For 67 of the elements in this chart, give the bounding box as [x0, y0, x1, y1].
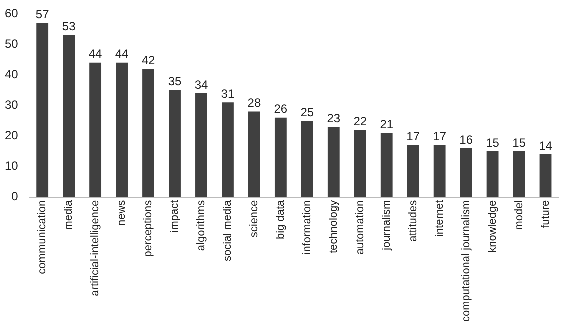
x-tick-label: model: [513, 200, 526, 230]
x-tick-label: internet: [434, 200, 446, 238]
data-label: 44: [115, 47, 130, 62]
x-tick-label: artificial-intelligence: [90, 200, 102, 296]
y-tick-label: 30: [4, 98, 19, 112]
data-label: 15: [512, 136, 526, 150]
bar: [248, 112, 260, 198]
x-tick-label: media: [63, 199, 76, 230]
x-tick-label: attitudes: [407, 200, 420, 242]
x-tick-label: technology: [328, 200, 340, 254]
data-label: 57: [36, 7, 50, 22]
x-tick-label: big data: [274, 199, 287, 240]
y-tick-label: 50: [4, 36, 19, 51]
data-label: 25: [300, 105, 314, 120]
bar: [301, 120, 314, 198]
bar: [222, 102, 234, 198]
bar: [354, 130, 366, 198]
x-tick-label: information: [301, 200, 314, 255]
data-label: 42: [142, 53, 156, 68]
data-label: 22: [354, 114, 368, 128]
data-label: 23: [327, 111, 341, 126]
data-label: 31: [221, 86, 235, 101]
x-tick-label: social media: [222, 199, 234, 262]
bar: [434, 145, 446, 198]
data-label: 16: [460, 132, 474, 147]
y-tick-label: 40: [4, 67, 19, 82]
data-label: 35: [168, 74, 182, 89]
x-tick-label: communication: [36, 200, 49, 274]
x-tick-label: algorithms: [196, 200, 208, 252]
x-tick-label: science: [248, 200, 260, 238]
x-tick-label: knowledge: [486, 200, 499, 253]
bar: [328, 127, 340, 198]
data-label: 17: [433, 130, 447, 144]
data-label: 34: [194, 78, 208, 92]
bar: [274, 118, 287, 198]
data-label: 15: [486, 136, 500, 150]
x-tick-label: journalism: [380, 200, 393, 252]
data-label: 53: [62, 20, 76, 34]
data-label: 28: [248, 96, 262, 110]
bar: [90, 62, 102, 198]
bar: [196, 93, 208, 198]
x-tick-label: computational journalism: [460, 200, 472, 322]
bar: [116, 62, 128, 198]
x-tick-label: news: [116, 200, 128, 226]
y-tick-label: 20: [4, 128, 19, 143]
bar: [540, 154, 552, 198]
data-label: 14: [539, 138, 553, 153]
bar: [169, 90, 181, 198]
x-tick-label: automation: [354, 200, 366, 255]
bar: [380, 133, 393, 198]
bar: [513, 151, 526, 198]
bar: [486, 151, 499, 198]
data-label: 21: [380, 117, 394, 132]
bar: [36, 23, 49, 198]
y-tick-label: 60: [4, 6, 19, 20]
bar: [142, 69, 154, 198]
bar: [407, 145, 420, 198]
y-tick-label: 10: [4, 159, 19, 174]
x-tick-label: perceptions: [142, 200, 155, 258]
bar: [460, 148, 472, 198]
data-label: 17: [406, 130, 420, 144]
bar: [63, 35, 76, 198]
x-tick-label: future: [540, 200, 552, 228]
x-tick-label: impact: [169, 200, 182, 233]
data-label: 26: [274, 102, 288, 116]
data-label: 44: [88, 47, 103, 62]
y-tick-label: 0: [12, 190, 19, 204]
